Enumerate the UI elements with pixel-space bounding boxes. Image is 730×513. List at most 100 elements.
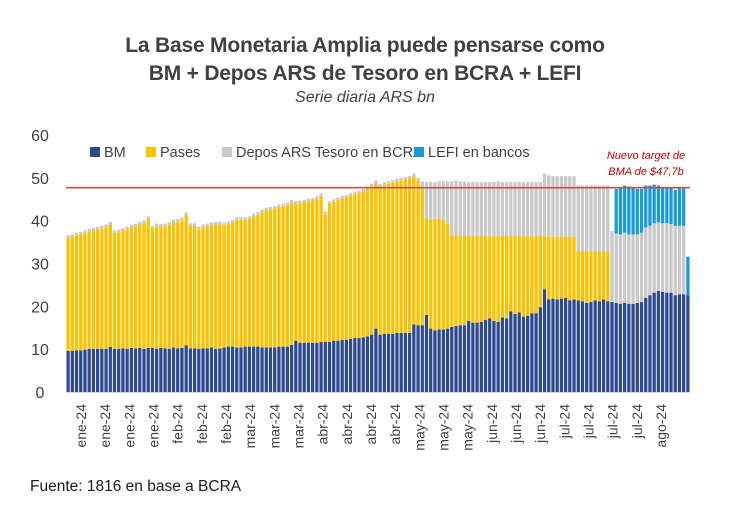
bar-segment-lefi-en-bancos: [631, 187, 635, 235]
bar-segment-bm: [686, 295, 690, 392]
bar-segment-pases: [551, 236, 555, 299]
bar-segment-lefi-en-bancos: [656, 185, 661, 223]
bar-segment-depos-ars-tesoro-en-bcra: [437, 181, 441, 219]
bar-segment-depos-ars-tesoro-en-bcra: [294, 200, 298, 204]
legend-label: BM: [104, 145, 126, 161]
bar-segment-pases: [285, 205, 289, 347]
bar-segment-pases: [171, 222, 176, 348]
bar-segment-bm: [230, 346, 235, 392]
bar-segment-bm: [112, 348, 117, 392]
bar-segment-bm: [357, 338, 361, 392]
bar-segment-depos-ars-tesoro-en-bcra: [656, 222, 661, 291]
bar-segment-depos-ars-tesoro-en-bcra: [509, 182, 513, 237]
bar-segment-bm: [580, 301, 585, 392]
bar-segment-lefi-en-bancos: [682, 188, 686, 226]
bar-segment-pases: [521, 236, 526, 317]
bar-segment-pases: [319, 196, 323, 342]
bar-segment-depos-ars-tesoro-en-bcra: [176, 218, 180, 222]
bar-segment-pases: [450, 235, 454, 327]
bar-segment-bm: [251, 346, 256, 392]
bar-segment-depos-ars-tesoro-en-bcra: [483, 182, 488, 237]
bar-segment-depos-ars-tesoro-en-bcra: [121, 227, 125, 231]
bar-segment-bm: [458, 325, 462, 392]
bar-segment-depos-ars-tesoro-en-bcra: [412, 173, 416, 177]
x-tick-label: jul-24: [556, 404, 572, 439]
bar-segment-pases: [167, 224, 171, 349]
bar-segment-depos-ars-tesoro-en-bcra: [496, 181, 500, 237]
bar-segment-depos-ars-tesoro-en-bcra: [319, 193, 323, 197]
bar-segment-pases: [251, 216, 256, 347]
bar-segment-pases: [243, 219, 247, 347]
bar-segment-bm: [277, 346, 281, 392]
bar-segment-depos-ars-tesoro-en-bcra: [180, 217, 184, 221]
bar-segment-depos-ars-tesoro-en-bcra: [424, 182, 429, 219]
bar-segment-depos-ars-tesoro-en-bcra: [462, 181, 467, 237]
bar-segment-depos-ars-tesoro-en-bcra: [555, 176, 559, 237]
bar-segment-pases: [429, 219, 433, 329]
bar-segment-depos-ars-tesoro-en-bcra: [606, 185, 610, 252]
bar-segment-bm: [167, 348, 171, 392]
bar-segment-pases: [424, 218, 429, 315]
bar-segment-depos-ars-tesoro-en-bcra: [155, 223, 159, 227]
bar-segment-depos-ars-tesoro-en-bcra: [209, 222, 214, 225]
bar-segment-depos-ars-tesoro-en-bcra: [547, 175, 551, 237]
bar-segment-lefi-en-bancos: [677, 188, 682, 226]
bar-segment-bm: [264, 347, 268, 392]
bar-segment-pases: [496, 236, 500, 322]
bar-segment-bm: [95, 348, 100, 392]
bar-segment-pases: [563, 236, 568, 298]
bar-segment-depos-ars-tesoro-en-bcra: [677, 225, 682, 295]
bar-segment-bm: [302, 342, 306, 392]
bar-segment-bm: [129, 347, 133, 392]
bar-segment-depos-ars-tesoro-en-bcra: [454, 180, 458, 236]
bar-segment-bm: [171, 347, 176, 392]
bar-segment-depos-ars-tesoro-en-bcra: [327, 201, 332, 204]
bar-segment-bm: [614, 302, 618, 392]
bar-segment-pases: [530, 236, 534, 314]
bar-segment-pases: [374, 182, 378, 329]
bar-segment-depos-ars-tesoro-en-bcra: [370, 183, 374, 187]
bar-segment-bm: [370, 334, 374, 392]
bar-segment-depos-ars-tesoro-en-bcra: [239, 217, 243, 220]
bar-segment-pases: [601, 251, 606, 300]
y-tick-label: 20: [31, 299, 49, 316]
bar-segment-depos-ars-tesoro-en-bcra: [285, 202, 289, 206]
bar-segment-bm: [492, 320, 496, 392]
bar-segment-pases: [357, 193, 361, 339]
bar-segment-bm: [610, 302, 614, 392]
bar-segment-pases: [230, 222, 235, 347]
bar-segment-bm: [399, 332, 403, 392]
bar-segment-bm: [311, 342, 315, 392]
bar-segment-depos-ars-tesoro-en-bcra: [311, 197, 315, 201]
bar-segment-depos-ars-tesoro-en-bcra: [95, 226, 100, 230]
bar-segment-pases: [214, 224, 218, 349]
bar-segment-pases: [159, 226, 163, 348]
bar-segment-pases: [462, 236, 467, 326]
bar-segment-depos-ars-tesoro-en-bcra: [108, 221, 112, 225]
bar-segment-depos-ars-tesoro-en-bcra: [159, 224, 163, 227]
bar-segment-bm: [256, 346, 260, 392]
bar-segment-depos-ars-tesoro-en-bcra: [374, 180, 378, 183]
bar-segment-depos-ars-tesoro-en-bcra: [563, 176, 568, 237]
bar-segment-pases: [568, 236, 572, 301]
legend-swatch: [146, 147, 156, 157]
bar-segment-pases: [100, 228, 104, 349]
bar-segment-lefi-en-bancos: [686, 256, 690, 296]
bar-segment-pases: [407, 178, 412, 333]
x-tick-label: ago-24: [653, 404, 669, 448]
bar-segment-bm: [509, 311, 513, 392]
bar-segment-bm: [429, 328, 433, 392]
bar-segment-pases: [542, 236, 547, 290]
bar-segment-bm: [623, 302, 627, 392]
target-annotation-line1: Nuevo target de: [607, 150, 685, 162]
bar-segment-pases: [386, 183, 391, 334]
bar-segment-bm: [201, 348, 205, 392]
target-annotation-line2: BMA de $47,7b: [608, 166, 683, 178]
bar-segment-pases: [129, 227, 133, 348]
bar-segment-depos-ars-tesoro-en-bcra: [589, 185, 593, 252]
bar-segment-depos-ars-tesoro-en-bcra: [471, 182, 475, 237]
bar-segment-bm: [631, 303, 635, 392]
bar-segment-pases: [176, 221, 180, 349]
bar-segment-bm: [327, 341, 332, 392]
